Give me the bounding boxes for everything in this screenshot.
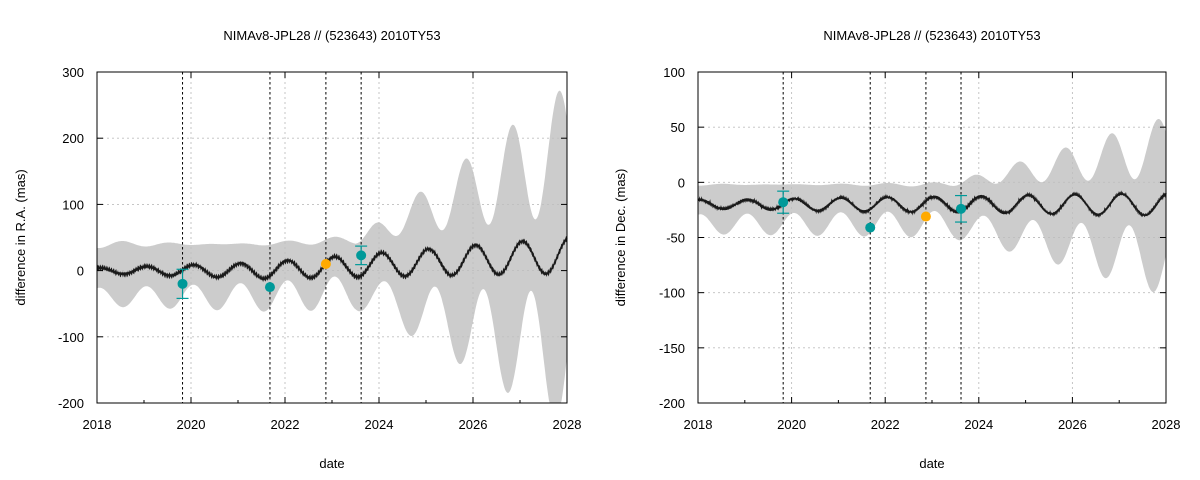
y-tick-label: 200 <box>62 131 84 146</box>
observation-point <box>956 203 967 214</box>
x-tick-label: 2020 <box>777 417 806 432</box>
x-tick-label: 2024 <box>365 417 394 432</box>
chart-title: NIMAv8-JPL28 // (523643) 2010TY53 <box>223 28 440 43</box>
x-tick-label: 2024 <box>964 417 993 432</box>
x-tick-label: 2026 <box>459 417 488 432</box>
y-tick-label: 100 <box>663 65 685 80</box>
chart-title: NIMAv8-JPL28 // (523643) 2010TY53 <box>823 28 1040 43</box>
x-tick-label: 2022 <box>871 417 900 432</box>
y-tick-label: 50 <box>671 120 685 135</box>
observation-point-highlight <box>920 211 931 222</box>
x-tick-label: 2018 <box>83 417 112 432</box>
uncertainty-band <box>97 90 567 404</box>
y-tick-label: -200 <box>659 396 685 411</box>
observation-point <box>865 222 876 233</box>
y-tick-label: -150 <box>659 341 685 356</box>
x-tick-label: 2026 <box>1058 417 1087 432</box>
y-tick-label: 0 <box>77 264 84 279</box>
x-tick-label: 2028 <box>1152 417 1181 432</box>
series-line <box>697 190 1167 219</box>
y-tick-label: -50 <box>666 231 685 246</box>
observation-point-highlight <box>320 258 331 269</box>
y-tick-label: -100 <box>659 286 685 301</box>
x-tick-label: 2022 <box>271 417 300 432</box>
x-tick-label: 2028 <box>553 417 582 432</box>
y-tick-label: 100 <box>62 197 84 212</box>
x-axis-label: date <box>319 456 344 471</box>
y-axis-label: difference in Dec. (mas) <box>613 169 628 307</box>
y-tick-label: 300 <box>62 65 84 80</box>
observation-point <box>356 250 367 261</box>
y-axis-label: difference in R.A. (mas) <box>13 169 28 305</box>
y-tick-label: -100 <box>58 330 84 345</box>
x-tick-label: 2018 <box>684 417 713 432</box>
series-line <box>96 236 568 283</box>
x-axis-label: date <box>919 456 944 471</box>
x-tick-label: 2020 <box>177 417 206 432</box>
y-tick-label: 0 <box>678 175 685 190</box>
observation-point <box>778 197 789 208</box>
chart-dec: 2018 2020 2022 2024 2026 2028 -200 -150 -100 -50 0… <box>613 28 1181 471</box>
chart-ra: 2018 2020 2022 2024 2026 2028 -200 -100 0 100 200 3… <box>13 28 582 471</box>
uncertainty-band <box>698 119 1166 292</box>
observation-point <box>177 278 188 289</box>
y-tick-label: -200 <box>58 396 84 411</box>
observation-point <box>264 282 275 293</box>
